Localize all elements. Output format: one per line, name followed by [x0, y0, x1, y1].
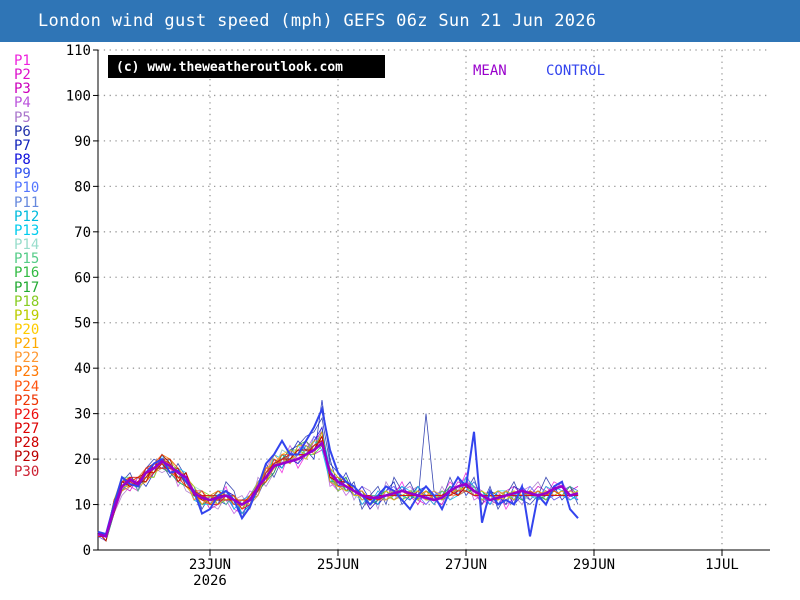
legend-item-p19: P19	[14, 307, 40, 324]
legend-item-p16: P16	[14, 265, 40, 282]
x-tick-label: 29JUN	[573, 557, 615, 573]
legend-item-p26: P26	[14, 406, 40, 423]
x-tick-label: 23JUN	[189, 557, 231, 573]
legend-item-p4: P4	[14, 95, 31, 112]
legend-item-p10: P10	[14, 180, 40, 197]
legend-item-p6: P6	[14, 123, 31, 140]
series-line-p14	[98, 440, 579, 537]
legend-item-p15: P15	[14, 251, 40, 268]
legend-item-p5: P5	[14, 109, 31, 126]
legend-item-p3: P3	[14, 81, 31, 98]
y-tick-label: 110	[66, 43, 91, 59]
legend-control-label: CONTROL	[546, 63, 605, 79]
y-tick-label: 30	[74, 407, 91, 423]
legend-item-p21: P21	[14, 336, 40, 353]
series-line-p10	[97, 435, 579, 542]
title-bar: London wind gust speed (mph) GEFS 06z Su…	[0, 0, 800, 42]
legend-item-p7: P7	[14, 137, 31, 154]
series-line-mean	[97, 440, 579, 539]
legend-item-p17: P17	[14, 279, 40, 296]
y-tick-label: 70	[74, 225, 91, 241]
x-tick-label: 27JUN	[445, 557, 487, 573]
y-tick-label: 40	[74, 361, 91, 377]
chart-title: London wind gust speed (mph) GEFS 06z Su…	[38, 11, 597, 31]
legend-item-p25: P25	[14, 392, 40, 409]
series-line-p25	[97, 435, 578, 542]
legend-item-p27: P27	[14, 421, 40, 438]
legend-item-p12: P12	[14, 208, 40, 225]
legend-mean-label: MEAN	[473, 63, 507, 79]
series-line-p28	[98, 440, 578, 537]
series-line-p9	[97, 440, 579, 537]
y-tick-label: 100	[66, 88, 91, 104]
legend-item-p29: P29	[14, 449, 40, 466]
legend-item-p22: P22	[14, 350, 40, 367]
legend-item-p2: P2	[14, 67, 31, 84]
y-tick-label: 50	[74, 316, 91, 332]
y-tick-label: 0	[83, 543, 91, 559]
series-line-p5	[97, 425, 579, 542]
series-line-control	[97, 405, 579, 537]
series-line-p18	[98, 440, 579, 537]
watermark-box	[108, 55, 385, 78]
legend-item-p20: P20	[14, 321, 40, 338]
legend-item-p9: P9	[14, 166, 31, 183]
x-tick-year-label: 2026	[193, 573, 227, 589]
series-line-p26	[98, 440, 578, 537]
x-tick-label: 25JUN	[317, 557, 359, 573]
legend-item-p1: P1	[14, 53, 31, 69]
legend-item-p18: P18	[14, 293, 40, 310]
x-tick-label: 1JUL	[705, 557, 739, 573]
legend-item-p24: P24	[14, 378, 40, 395]
legend-item-p13: P13	[14, 222, 40, 239]
series-line-p29	[97, 435, 578, 542]
legend-item-p23: P23	[14, 364, 40, 381]
legend-item-p8: P8	[14, 152, 31, 169]
legend-item-p30: P30	[14, 463, 40, 480]
legend-item-p14: P14	[14, 237, 40, 254]
series-line-p24	[98, 440, 578, 537]
y-tick-label: 10	[74, 498, 91, 514]
series-line-p30	[98, 440, 578, 537]
y-tick-label: 80	[74, 179, 91, 195]
y-tick-label: 60	[74, 270, 91, 286]
legend-item-p11: P11	[14, 194, 40, 211]
series-line-p22	[98, 440, 579, 537]
watermark-text: (c) www.theweatheroutlook.com	[116, 60, 343, 75]
member-legend: P1 P2 P3 P4 P5 P6 P7 P8 P9 P10 P11 P12 P13 P14 P15 P16 P…	[14, 54, 39, 479]
y-tick-label: 20	[74, 452, 91, 468]
series-line-p6	[98, 413, 579, 537]
y-tick-label: 90	[74, 134, 91, 150]
legend-item-p28: P28	[14, 435, 40, 452]
